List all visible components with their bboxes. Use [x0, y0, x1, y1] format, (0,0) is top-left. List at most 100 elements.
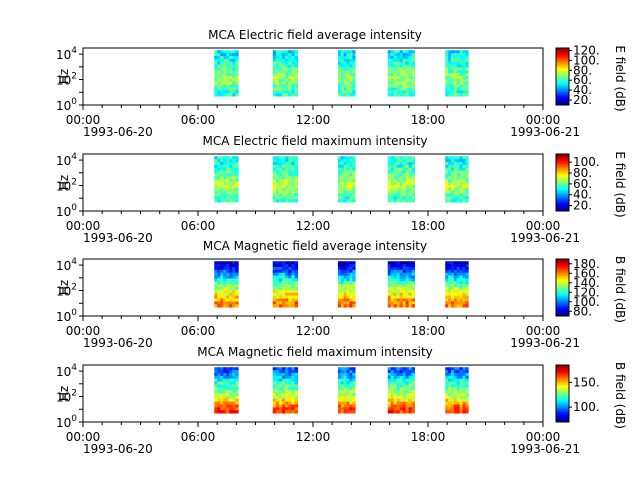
spectrogram-pass — [387, 50, 415, 97]
spectrogram-pass — [214, 261, 239, 308]
colorbar: 80.100.120.140.160.180. B field (dB) — [555, 256, 627, 323]
x-tick-label: 12:00 — [296, 113, 331, 127]
x-tick-label: 06:00 — [181, 113, 216, 127]
colorbar-tick-label: 120. — [573, 285, 600, 299]
y-tick-label: 104 — [56, 257, 77, 273]
colorbar-tick-label: 20. — [573, 199, 592, 213]
colorbar-tick-label: 150. — [573, 375, 600, 389]
colorbar: 20.40.60.80.100.120. E field (dB) — [555, 43, 627, 112]
x-date-start-label: 1993-06-20 — [83, 125, 153, 139]
panel-2: MCA Electric field maximum intensity 100 1… — [56, 134, 627, 245]
colorbar-tick-label: 160. — [573, 266, 600, 280]
x-tick-label: 12:00 — [296, 219, 331, 233]
panel-title: MCA Electric field maximum intensity — [202, 134, 427, 148]
panel-title: MCA Magnetic field average intensity — [203, 239, 427, 253]
x-date-start-label: 1993-06-20 — [83, 336, 153, 350]
x-tick-label: 12:00 — [296, 324, 331, 338]
y-tick-label: 100 — [56, 203, 77, 219]
spectrogram-pass — [337, 156, 356, 203]
x-date-end-label: 1993-06-21 — [510, 442, 580, 456]
x-date-start-label: 1993-06-20 — [83, 231, 153, 245]
colorbar-frame — [555, 153, 570, 212]
spectrogram-pass — [445, 261, 469, 308]
x-tick-label: 06:00 — [181, 430, 216, 444]
spectrogram-pass — [337, 261, 356, 308]
colorbar-tick-label: 80. — [573, 63, 592, 77]
colorbar-tick-label: 60. — [573, 177, 592, 191]
x-tick-label: 18:00 — [411, 430, 446, 444]
colorbar: 100. 150. B field (dB) — [555, 362, 627, 429]
colorbar-label: B field (dB) — [613, 362, 627, 429]
y-axis-label: Hz — [57, 386, 71, 401]
y-tick-label: 100 — [56, 97, 77, 113]
colorbar: 20.40.60.80.100. E field (dB) — [555, 151, 627, 218]
y-tick-label: 104 — [56, 46, 77, 62]
panel-title: MCA Magnetic field maximum intensity — [197, 345, 433, 359]
colorbar-label: E field (dB) — [613, 45, 627, 111]
colorbar-tick-label: 40. — [573, 188, 592, 202]
y-tick-label: 104 — [56, 363, 77, 379]
plot-frame — [82, 258, 544, 317]
panel-3: MCA Magnetic field average intensity 100 1… — [56, 239, 627, 350]
x-tick-label: 00:00 — [526, 113, 561, 127]
colorbar-label: E field (dB) — [613, 151, 627, 217]
x-tick-label: 00:00 — [526, 430, 561, 444]
spectrogram-pass — [214, 156, 239, 203]
spectrogram-pass — [445, 367, 469, 414]
y-tick-label: 100 — [56, 308, 77, 324]
colorbar-frame — [555, 47, 570, 106]
spectrogram-pass — [337, 367, 356, 414]
plot-frame — [82, 364, 544, 423]
colorbar-tick-label: 60. — [573, 73, 592, 87]
y-tick-label: 100 — [56, 414, 77, 430]
x-date-end-label: 1993-06-21 — [510, 336, 580, 350]
x-tick-label: 18:00 — [411, 113, 446, 127]
spectrogram-pass — [272, 261, 299, 308]
x-tick-label: 00:00 — [66, 219, 101, 233]
colorbar-tick-label: 120. — [573, 43, 600, 57]
colorbar-tick-label: 80. — [573, 166, 592, 180]
colorbar-frame — [555, 258, 570, 317]
x-tick-label: 00:00 — [526, 324, 561, 338]
x-date-end-label: 1993-06-21 — [510, 231, 580, 245]
y-axis-label: Hz — [57, 175, 71, 190]
colorbar-frame — [555, 364, 570, 423]
x-tick-label: 00:00 — [66, 324, 101, 338]
colorbar-tick-label: 100. — [573, 400, 600, 414]
spectrogram-pass — [445, 156, 469, 203]
x-tick-label: 06:00 — [181, 324, 216, 338]
spectrogram-pass — [214, 50, 239, 97]
y-tick-label: 104 — [56, 152, 77, 168]
colorbar-tick-label: 100. — [573, 155, 600, 169]
spectrogram-pass — [272, 156, 299, 203]
colorbar-tick-label: 20. — [573, 93, 592, 107]
x-tick-label: 00:00 — [66, 113, 101, 127]
colorbar-tick-label: 80. — [573, 304, 592, 318]
spectrogram-pass — [214, 367, 239, 414]
panel-1: MCA Electric field average intensity 100 1… — [56, 28, 627, 139]
x-tick-label: 18:00 — [411, 219, 446, 233]
x-tick-label: 00:00 — [526, 219, 561, 233]
panel-4: MCA Magnetic field maximum intensity 100 1… — [56, 345, 627, 456]
x-tick-label: 00:00 — [66, 430, 101, 444]
spectrogram-pass — [272, 367, 299, 414]
x-date-end-label: 1993-06-21 — [510, 125, 580, 139]
x-tick-label: 06:00 — [181, 219, 216, 233]
colorbar-tick-label: 100. — [573, 53, 600, 67]
colorbar-tick-label: 40. — [573, 83, 592, 97]
panel-title: MCA Electric field average intensity — [208, 28, 422, 42]
spectrogram-pass — [387, 261, 415, 308]
spectrogram-pass — [387, 156, 415, 203]
spectrogram-pass — [272, 50, 299, 97]
plot-frame — [82, 47, 544, 106]
x-date-start-label: 1993-06-20 — [83, 442, 153, 456]
colorbar-label: B field (dB) — [613, 256, 627, 323]
plot-frame — [82, 153, 544, 212]
spectrogram-pass — [387, 367, 415, 414]
y-axis-label: Hz — [57, 280, 71, 295]
colorbar-tick-label: 100. — [573, 295, 600, 309]
x-tick-label: 12:00 — [296, 430, 331, 444]
x-tick-label: 18:00 — [411, 324, 446, 338]
spectrogram-pass — [337, 50, 356, 97]
